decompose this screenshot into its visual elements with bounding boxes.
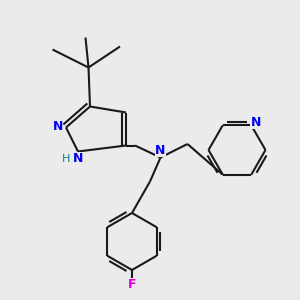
Text: F: F: [128, 278, 136, 292]
Text: N: N: [155, 143, 166, 157]
Text: N: N: [52, 119, 63, 133]
Text: N: N: [250, 116, 261, 129]
Text: H: H: [62, 154, 70, 164]
Text: N: N: [73, 152, 83, 166]
